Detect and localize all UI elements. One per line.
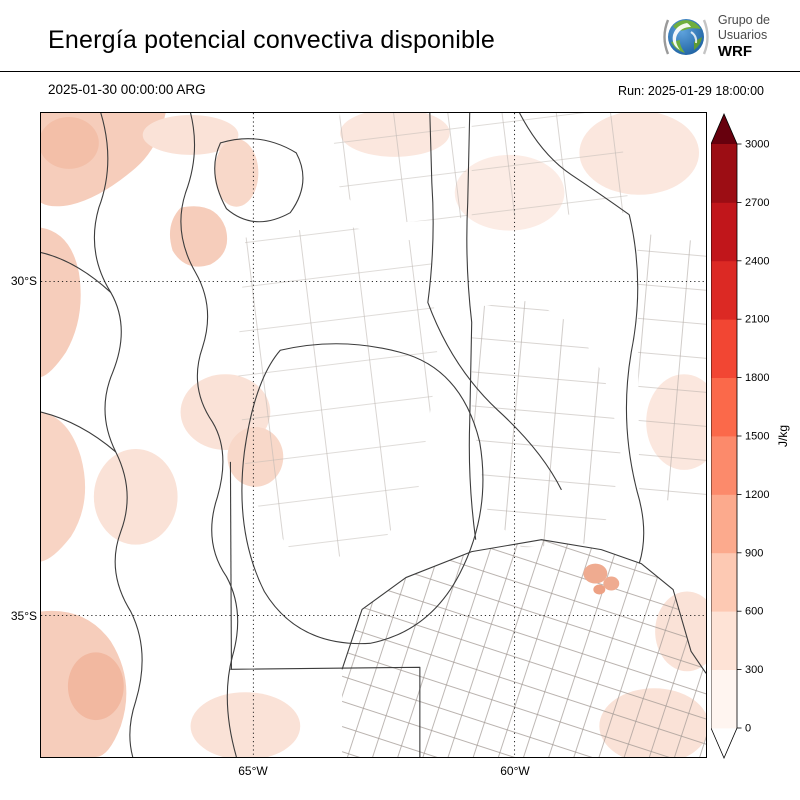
wrf-logo: Grupo de Usuarios WRF (661, 12, 770, 62)
logo-line-3: WRF (717, 43, 753, 61)
svg-text:2100: 2100 (745, 314, 769, 326)
map-panel (40, 112, 707, 758)
svg-text:1200: 1200 (745, 489, 769, 501)
lat-tick-30s: 30°S (10, 274, 37, 288)
department-boundaries-layer (237, 113, 706, 757)
graticule-layer (41, 113, 706, 757)
svg-text:2700: 2700 (745, 197, 769, 209)
colorbar-unit-label: J/kg (776, 425, 790, 447)
colorbar-under-arrow (711, 728, 737, 758)
lon-tick-65w: 65°W (238, 764, 268, 778)
colorbar-over-arrow (711, 114, 737, 144)
wrf-globe-icon (663, 19, 709, 55)
colorbar: 0 300 600 900 1200 1500 1800 2100 2400 2700 3000 J… (711, 112, 790, 760)
svg-text:600: 600 (745, 606, 763, 618)
cape-spots-buenos-aires (583, 563, 620, 595)
svg-text:3000: 3000 (745, 139, 769, 151)
province-borders-layer (41, 113, 706, 757)
lon-tick-60w: 60°W (500, 764, 530, 778)
svg-text:900: 900 (745, 547, 763, 559)
svg-text:0: 0 (745, 723, 751, 735)
svg-text:1800: 1800 (745, 372, 769, 384)
page-title: Energía potencial convectiva disponible (48, 26, 495, 54)
run-time-label: Run: 2025-01-29 18:00:00 (618, 84, 764, 98)
map-svg (41, 113, 706, 757)
header-divider (0, 71, 800, 72)
wrf-logo-text: Grupo de Usuarios WRF (718, 13, 770, 62)
colorbar-tick-labels: 0 300 600 900 1200 1500 1800 2100 2400 2700 3000 (737, 139, 769, 735)
svg-text:1500: 1500 (745, 431, 769, 443)
svg-text:300: 300 (745, 664, 763, 676)
valid-time-label: 2025-01-30 00:00:00 ARG (48, 82, 206, 97)
lat-tick-35s: 35°S (10, 609, 37, 623)
svg-text:2400: 2400 (745, 255, 769, 267)
logo-line-1: Grupo de (717, 12, 770, 27)
colorbar-segments (711, 144, 737, 729)
logo-line-2: Usuarios (717, 27, 768, 42)
